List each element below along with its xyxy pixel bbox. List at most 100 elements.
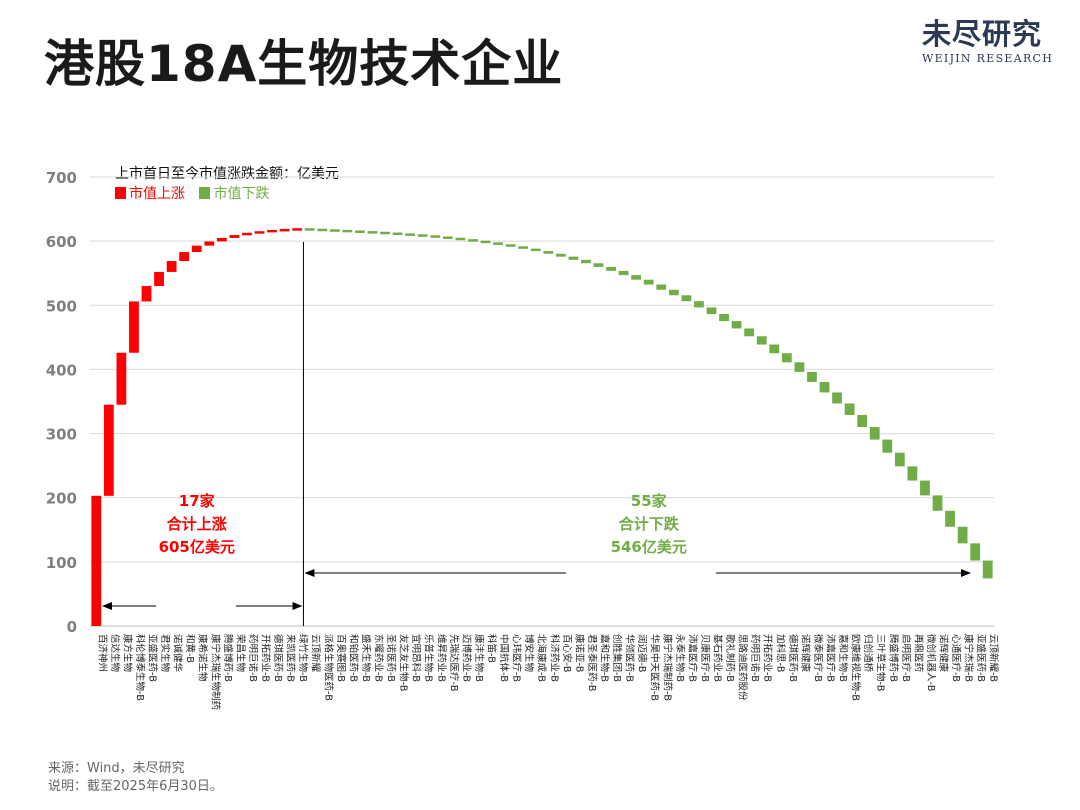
bar-up	[91, 495, 102, 626]
bar-down	[493, 242, 503, 245]
bar-down	[380, 231, 390, 235]
bar-up	[179, 252, 190, 262]
bar-up	[116, 352, 127, 405]
x-tick-label: 嘉和生物-B	[837, 634, 849, 682]
bar-down	[882, 439, 893, 453]
bar-down	[342, 229, 353, 233]
bar-down	[568, 256, 579, 260]
y-tick-label: 0	[67, 618, 77, 636]
bar-down	[468, 239, 478, 242]
legend-swatch-up	[115, 187, 126, 199]
x-tick-label: 康宁杰瑞生物制药	[209, 634, 221, 710]
legend-item-down: 市值下跌	[199, 186, 269, 202]
x-tick-label: 再鼎医药	[912, 634, 923, 672]
logo-chinese: 未尽研究	[922, 17, 1043, 51]
x-tick-label: 诺辉健康	[799, 634, 811, 673]
x-tick-label: 创胜集团-B	[611, 634, 623, 682]
x-tick-label: 维昇药业-B	[435, 634, 447, 682]
y-tick-label: 600	[46, 233, 77, 251]
x-tick-label: 德琪医药-B	[272, 634, 284, 682]
x-tick-label: 君圣泰医药-B	[586, 634, 598, 691]
bar-down	[844, 403, 855, 415]
bar-down	[581, 259, 591, 264]
bar-down	[970, 543, 981, 561]
bar-down	[593, 263, 604, 267]
bar-down	[794, 362, 805, 372]
bar-down	[543, 251, 554, 254]
annotation-label-down: 合计下跌	[618, 515, 680, 533]
bar-down	[555, 253, 566, 257]
bar-down	[982, 560, 993, 579]
x-tick-label: 乐普生物-B	[423, 634, 435, 682]
bar-down	[781, 353, 792, 363]
x-tick-label: 康诺亚-B	[573, 634, 585, 672]
x-tick-label: 迈博药业-B	[460, 634, 472, 682]
bar-down	[317, 228, 328, 232]
x-tick-label: 百奥赛图-B	[335, 634, 347, 682]
x-tick-label: 东曜药业-B	[373, 634, 385, 682]
bar-down	[756, 336, 767, 345]
x-tick-label: 亚盛医药-B	[147, 634, 159, 682]
bar-up	[103, 404, 114, 496]
bar-down	[869, 427, 880, 440]
bar-up	[129, 301, 139, 353]
bar-down	[945, 510, 955, 527]
x-tick-label: 沛嘉医疗-B	[686, 634, 698, 682]
x-tick-label: 亚盛医药-B	[975, 634, 987, 682]
x-tick-label: 北海康成-B	[536, 634, 548, 682]
x-tick-label: 腾盛博药-B	[887, 634, 899, 682]
x-tick-label: 欧康维视生物-B	[850, 634, 862, 701]
annotation-amount-down: 546亿美元	[611, 538, 687, 556]
x-tick-label: 友芝友生物-B	[398, 634, 410, 691]
x-tick-label: 沛嘉医疗-B	[825, 634, 837, 682]
x-tick-label: 开拓药业-B	[260, 634, 272, 682]
annotation-count-down: 55家	[631, 492, 667, 510]
bar-up	[279, 228, 290, 232]
y-tick-label: 300	[46, 426, 77, 444]
x-tick-label: 盛禾生物-B	[360, 634, 372, 682]
x-tick-label: 中国抗体-B	[498, 634, 510, 682]
bar-up	[216, 237, 227, 242]
bar-up	[141, 286, 152, 302]
bar-down	[355, 230, 365, 233]
x-tick-label: 华领医药-B	[624, 634, 636, 682]
x-tick-label: 润迈德-B	[636, 634, 648, 672]
x-tick-label: 来凯医药-B	[285, 634, 297, 682]
bar-up	[254, 231, 265, 234]
annotation-label-up: 合计上涨	[166, 515, 227, 533]
x-tick-label: 华昊中天医药-B	[649, 634, 661, 701]
bar-down	[518, 246, 529, 249]
bar-down	[719, 314, 729, 322]
bar-down	[329, 229, 340, 232]
bar-up	[229, 235, 240, 238]
x-tick-label: 先瑞达医疗-B	[448, 634, 460, 691]
bar-down	[706, 307, 717, 315]
x-tick-label: 博安生物	[523, 634, 535, 673]
bar-up	[242, 232, 252, 236]
x-tick-label: 百心安-B	[561, 634, 573, 672]
x-tick-label: 贝康医疗-B	[699, 634, 711, 682]
bar-down	[505, 244, 516, 247]
x-tick-label: 荣昌生物	[234, 634, 246, 673]
bar-down	[618, 270, 629, 276]
legend-item-up: 市值上涨	[115, 186, 189, 202]
bar-down	[367, 231, 378, 234]
x-tick-label: 思路迪医药股份	[737, 634, 749, 701]
bar-down	[455, 237, 466, 241]
y-axis-ticks: 0 100 200 300 400 500 600 700	[46, 169, 77, 636]
x-tick-label: 诺诚健华	[172, 634, 184, 673]
bar-down	[769, 344, 780, 354]
chart-bars	[91, 228, 993, 626]
x-tick-label: 宜明昂科-B	[410, 634, 422, 682]
footer-note: 说明：截至2025年6月30日。	[48, 779, 223, 794]
x-axis-labels: 百济神州 信达生物 康方生物 科伦博泰生物-B 亚盛医药-B 君实生物 诺诚健华 和黄-B 康希…	[96, 634, 999, 710]
legend-swatch-down	[199, 187, 211, 199]
grid-lines	[90, 176, 994, 627]
bar-up	[166, 261, 177, 272]
bar-up	[267, 229, 277, 233]
y-tick-label: 200	[46, 490, 77, 508]
x-tick-label: 和铂医药-B	[347, 634, 359, 682]
x-tick-label: 腾盛博药-B	[222, 634, 234, 682]
bar-down	[392, 232, 403, 236]
